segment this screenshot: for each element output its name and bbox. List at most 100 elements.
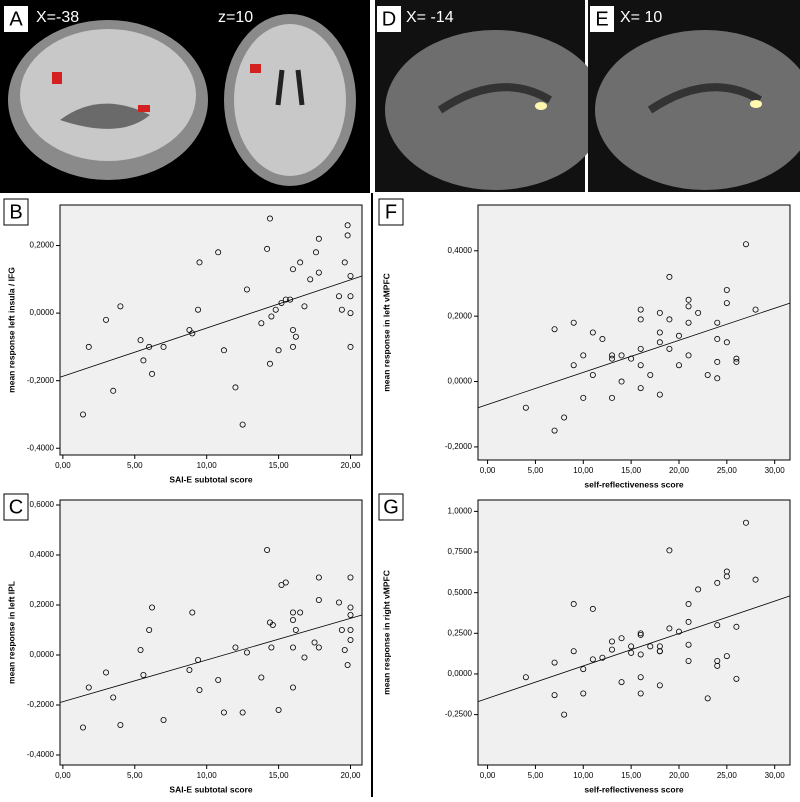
- point: [551, 326, 558, 333]
- point: [232, 644, 239, 651]
- point: [656, 682, 663, 689]
- activation: [750, 100, 762, 108]
- point: [704, 371, 711, 378]
- point: [258, 320, 265, 327]
- fit-line: [59, 614, 363, 703]
- y-tick-label: 0,0000: [30, 308, 55, 317]
- panel-box: [3, 493, 29, 521]
- point: [289, 266, 296, 273]
- point: [637, 385, 644, 392]
- panel-box: [4, 6, 28, 32]
- x-axis-label: self-reflectiveness score: [584, 784, 683, 794]
- point: [675, 628, 682, 635]
- point: [220, 709, 227, 716]
- point: [570, 648, 577, 655]
- point: [733, 355, 740, 362]
- point: [103, 669, 110, 676]
- point: [347, 310, 354, 317]
- x-tick-label: 10,00: [197, 461, 218, 470]
- x-tick-label: 5,00: [127, 771, 143, 780]
- point: [243, 286, 250, 293]
- point: [608, 394, 615, 401]
- brain-fold: [60, 103, 150, 129]
- point: [685, 657, 692, 664]
- point: [551, 427, 558, 434]
- point: [110, 387, 117, 394]
- x-tick-label: 15,00: [621, 771, 642, 780]
- point: [580, 394, 587, 401]
- point: [714, 662, 721, 669]
- point: [315, 644, 322, 651]
- y-tick-label: -0,2000: [445, 442, 473, 451]
- point: [752, 306, 759, 313]
- y-tick-label: 0,4000: [448, 246, 473, 255]
- point: [307, 276, 314, 283]
- panel-box: [3, 198, 29, 226]
- point: [714, 375, 721, 382]
- point: [338, 306, 345, 313]
- y-tick-label: 0,7500: [448, 547, 473, 556]
- point: [714, 622, 721, 629]
- point: [160, 343, 167, 350]
- point: [347, 604, 354, 611]
- point: [570, 601, 577, 608]
- point: [522, 674, 529, 681]
- point: [618, 352, 625, 359]
- point: [215, 249, 222, 256]
- activation: [138, 105, 150, 112]
- x-tick-label: 0,00: [480, 466, 496, 475]
- point: [675, 362, 682, 369]
- point: [289, 609, 296, 616]
- point: [272, 306, 279, 313]
- point: [599, 336, 606, 343]
- point: [685, 641, 692, 648]
- y-axis-label: mean response in left vMPFC: [381, 273, 391, 392]
- point: [695, 586, 702, 593]
- y-tick-label: 0,0000: [448, 669, 473, 678]
- x-tick-label: 10,00: [573, 466, 594, 475]
- point: [266, 360, 273, 367]
- point: [258, 674, 265, 681]
- point: [347, 293, 354, 300]
- point: [312, 249, 319, 256]
- point: [347, 612, 354, 619]
- activation: [52, 72, 62, 84]
- point: [656, 643, 663, 650]
- point: [117, 722, 124, 729]
- point: [344, 232, 351, 239]
- x-tick-label: 0,00: [480, 771, 496, 780]
- panel-letter: D: [382, 8, 396, 30]
- point: [695, 309, 702, 316]
- activation: [535, 102, 547, 110]
- point: [685, 303, 692, 310]
- point: [637, 690, 644, 697]
- point: [149, 370, 156, 377]
- point: [264, 547, 271, 554]
- point: [656, 309, 663, 316]
- y-tick-label: -0,4000: [27, 443, 55, 452]
- point: [275, 347, 282, 354]
- point: [666, 625, 673, 632]
- x-tick-label: 5,00: [528, 466, 544, 475]
- point: [80, 411, 87, 418]
- y-tick-label: 0,0000: [30, 650, 55, 659]
- x-tick-label: 25,00: [717, 771, 738, 780]
- point: [341, 647, 348, 654]
- panel-box: [378, 198, 404, 226]
- panel-box: [590, 6, 614, 32]
- brain-white-matter: [234, 24, 346, 176]
- point: [347, 637, 354, 644]
- y-tick-label: 0,2000: [30, 241, 55, 250]
- point: [232, 384, 239, 391]
- point: [608, 646, 615, 653]
- y-tick-label: 0,2000: [30, 600, 55, 609]
- point: [301, 303, 308, 310]
- point: [647, 643, 654, 650]
- fit-line: [477, 595, 791, 702]
- x-tick-label: 10,00: [197, 771, 218, 780]
- panel-letter: B: [9, 201, 22, 223]
- point: [580, 352, 587, 359]
- point: [656, 339, 663, 346]
- point: [282, 579, 289, 586]
- point: [561, 711, 568, 718]
